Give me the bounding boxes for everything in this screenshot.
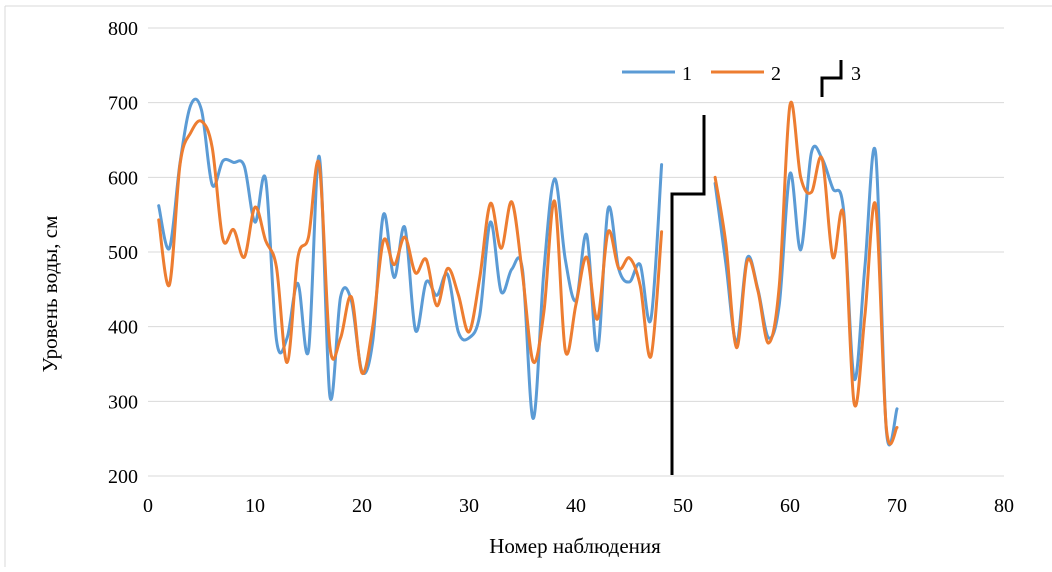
x-axis-title: Номер наблюдения bbox=[489, 534, 661, 558]
series-2-line-segment-2 bbox=[713, 100, 899, 446]
series-1-line-segment-2 bbox=[713, 144, 899, 447]
step-marker-small bbox=[820, 60, 843, 97]
x-tick-label: 40 bbox=[566, 495, 586, 517]
y-tick-label: 400 bbox=[108, 317, 138, 339]
series-lines bbox=[157, 97, 899, 447]
x-tick-label: 10 bbox=[245, 495, 265, 517]
annotation-label-3: 3 bbox=[851, 63, 861, 85]
x-tick-label: 0 bbox=[143, 495, 153, 517]
x-tick-label: 20 bbox=[352, 495, 372, 517]
legend-label-series-1: 1 bbox=[682, 63, 692, 85]
legend-label-series-2: 2 bbox=[771, 63, 781, 85]
y-tick-label: 500 bbox=[108, 242, 138, 264]
x-tick-label: 70 bbox=[887, 495, 907, 517]
legend: 1 2 bbox=[622, 63, 781, 85]
x-tick-label: 30 bbox=[459, 495, 479, 517]
y-tick-label: 700 bbox=[108, 93, 138, 115]
y-tick-label: 800 bbox=[108, 18, 138, 40]
x-tick-label: 50 bbox=[673, 495, 693, 517]
step-marker-large bbox=[670, 115, 706, 475]
axes: 200 300 400 500 600 700 800 0 10 20 30 40 50 60 70 80 bbox=[108, 18, 1014, 517]
x-tick-label: 80 bbox=[994, 495, 1014, 517]
step-annotations: 3 bbox=[670, 60, 861, 475]
y-tick-label: 300 bbox=[108, 391, 138, 413]
series-2-line-segment-1 bbox=[157, 119, 664, 375]
y-tick-label: 600 bbox=[108, 167, 138, 189]
x-tick-label: 60 bbox=[780, 495, 800, 517]
series-1-line-segment-1 bbox=[157, 97, 664, 420]
y-tick-label: 200 bbox=[108, 466, 138, 488]
y-axis-title: Уровень воды, см bbox=[38, 216, 62, 373]
